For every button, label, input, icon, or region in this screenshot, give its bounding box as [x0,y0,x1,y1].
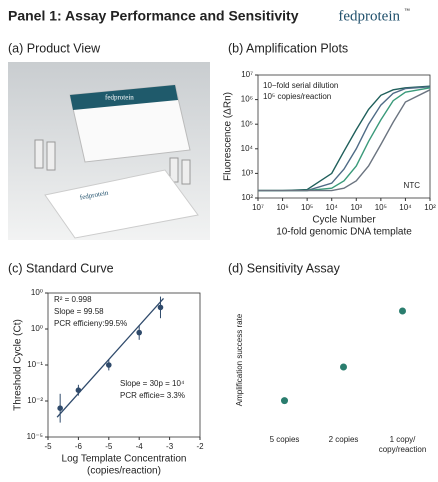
y-tick-label: 10⁷ [241,70,253,79]
fit-line [56,297,165,418]
y-tick-label: 10² [241,193,253,202]
kit-box-band [70,85,178,110]
x-tick-label: -4 [136,442,144,451]
amplification-curve [258,89,431,192]
product-photo: fedprotein fedprotein [8,62,210,240]
annotation: Slope = 99.58 [54,307,104,316]
x-tick-label: 10⁴ [399,203,412,212]
dot [399,307,406,315]
y-axis-label: Threshold Cycle (Ct) [13,319,24,411]
info-card [44,169,199,239]
panel-title: (b) Amplification Plots [228,41,348,55]
panel-title: (d) Sensitivity Assay [228,261,341,275]
x-tick-label: 10³ [351,203,363,212]
data-point [75,387,82,394]
brand: fedprotein [338,8,400,24]
y-tick-label: 10³ [241,169,253,178]
x-axis-label: Cycle Number [312,215,376,226]
box-label: fedprotein [105,94,134,102]
y-tick-label: 10⁻¹ [27,360,43,369]
y-tick-label: 10⁰ [31,324,43,333]
vial [34,139,44,169]
x-tick-label: 10⁷ [252,203,264,212]
data-point [106,362,112,368]
y-axis-label: Fluorescence (ΔRn) [223,92,234,181]
annotation: R² = 0.998 [54,295,92,304]
dot [281,397,288,405]
vial [181,159,191,185]
dot [340,363,347,371]
x-axis-sublabel: 10-fold genomic DNA template [276,227,412,238]
x-tick-label: -2 [196,442,204,451]
x-tick-label: 5 copies [270,435,300,444]
data-point [136,329,142,336]
annotation: 10−fold serial dilution [263,81,338,90]
annotation: PCR efficieny:99.5% [54,319,127,328]
y-tick-label: 10⁻⁵ [27,432,43,441]
amplification-curve [258,86,431,192]
data-point [57,405,63,412]
x-tick-label: -3 [166,442,174,451]
y-tick-label: 10⁻² [27,396,43,405]
brand-mark: ™ [404,8,410,15]
x-tick-label: copy/reaction [379,445,427,454]
plot-frame [257,74,431,199]
data-point [157,304,164,311]
x-tick-label: -5 [44,442,52,451]
y-tick-label: 10⁴ [241,144,254,153]
x-tick-label: 10⁴ [326,203,339,212]
x-tick-label: 10⁶ [276,203,288,212]
y-axis-label: Amplification success rate [235,313,244,406]
x-axis-label: Log Template Concentration [62,454,187,465]
x-tick-label: 10⁵ [301,203,313,212]
annotation: Slope = 30p = 10⁴ [120,379,185,388]
amplification-curve [258,85,431,192]
x-tick-label: 10⁵ [375,203,387,212]
panel-title: (c) Standard Curve [8,261,114,275]
vial [46,141,56,171]
y-tick-label: 10⁰ [31,288,43,297]
y-tick-label: 10⁶ [241,95,253,104]
annotation: 10⁵ copies/reaction [263,92,331,101]
x-tick-label: 10² [424,203,436,212]
x-tick-label: 2 copies [329,435,359,444]
annotation: NTC [404,181,421,190]
x-tick-label: 1 copy/ [390,435,417,444]
x-tick-label: -6 [75,442,83,451]
y-tick-label: 10⁵ [241,119,253,128]
panel-title: (a) Product View [8,41,101,55]
x-axis-sublabel: (copies/reaction) [87,466,161,477]
x-tick-label: -5 [105,442,113,451]
figure-title: Panel 1: Assay Performance and Sensitivi… [8,8,299,24]
annotation: PCR efficie= 3.3% [120,391,185,400]
